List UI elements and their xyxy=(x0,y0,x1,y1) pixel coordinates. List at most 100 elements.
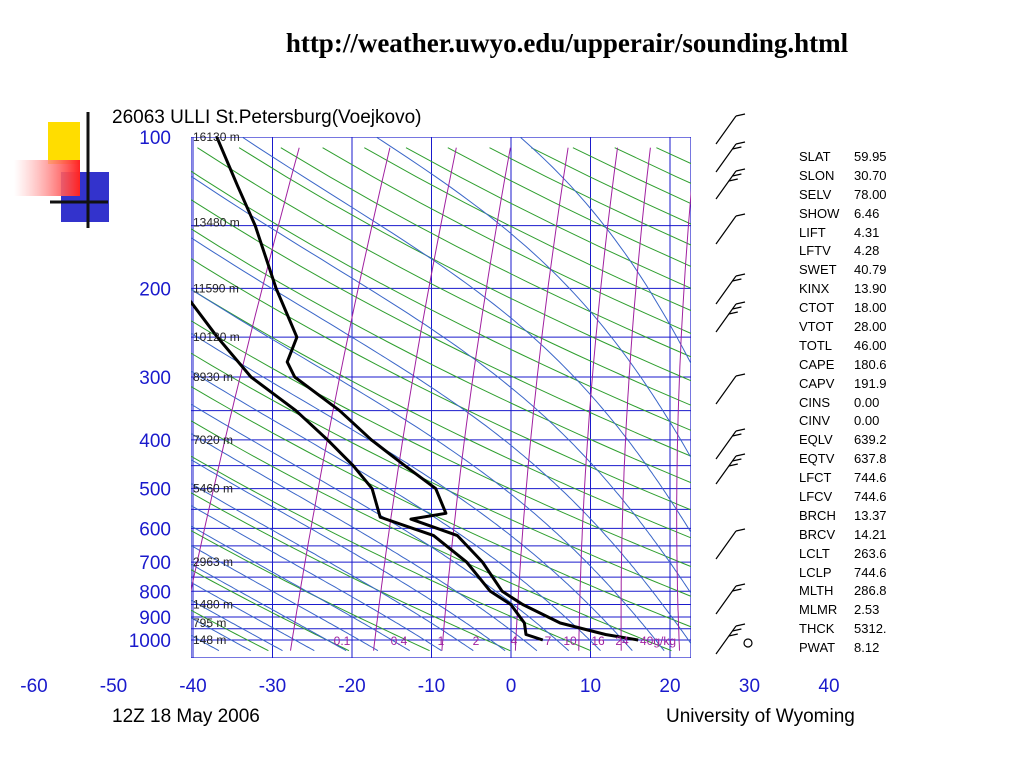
stat-row: BRCH 13.37 xyxy=(799,507,887,526)
stat-key: PWAT xyxy=(799,640,836,656)
stat-key: LFTV xyxy=(799,243,831,259)
stat-key: EQLV xyxy=(799,432,833,448)
stat-key: SHOW xyxy=(799,205,840,221)
moist-adiabat xyxy=(191,634,220,652)
deco-red-square xyxy=(14,160,80,196)
stat-key: MLMR xyxy=(799,602,838,618)
stat-key: CAPV xyxy=(799,375,835,391)
dry-adiabat xyxy=(191,609,269,652)
wind-barb xyxy=(715,168,746,200)
stat-value: 78.00 xyxy=(854,186,887,202)
stat-row: THCK 5312. xyxy=(799,620,887,639)
wind-barb xyxy=(715,428,746,460)
mixing-ratio-label: 10 xyxy=(563,634,577,648)
stat-value: 637.8 xyxy=(854,451,887,467)
mixing-ratio-line xyxy=(620,147,651,651)
wind-barb xyxy=(715,273,746,305)
height-label: 8930 m xyxy=(193,370,233,384)
dry-adiabat xyxy=(0,148,188,651)
stat-value: 13.90 xyxy=(854,281,887,297)
page-url-heading: http://weather.uwyo.edu/upperair/soundin… xyxy=(285,28,849,58)
stat-row: CTOT 18.00 xyxy=(799,299,887,318)
dry-adiabat xyxy=(0,148,107,651)
mixing-ratio-line xyxy=(724,148,735,651)
calm-wind-circle xyxy=(743,638,753,648)
pressure-label: 300 xyxy=(139,368,171,389)
moist-adiabat xyxy=(191,432,538,652)
wind-barb xyxy=(715,213,746,245)
height-label: 16130 m xyxy=(193,130,240,144)
dry-adiabat xyxy=(530,147,691,225)
stat-key: THCK xyxy=(799,621,835,637)
dry-adiabat xyxy=(191,288,691,539)
stat-key: LCLT xyxy=(799,545,830,561)
wind-barb xyxy=(715,623,746,655)
temperature-tick-label: -30 xyxy=(259,676,286,697)
mixing-ratio-label: 0.1 xyxy=(334,634,351,648)
stat-key: LCLP xyxy=(799,564,832,580)
wind-barb xyxy=(715,373,746,405)
stat-row: SLAT 59.95 xyxy=(799,148,887,167)
pressure-label: 100 xyxy=(139,128,171,149)
pressure-label: 900 xyxy=(139,608,171,629)
mixing-ratio-label: 16 xyxy=(591,634,605,648)
pressure-label: 600 xyxy=(139,519,171,540)
deco-yellow-square xyxy=(48,122,80,164)
stat-value: 8.12 xyxy=(854,640,880,656)
dewpoint-profile xyxy=(191,299,544,642)
dry-adiabat xyxy=(191,569,350,652)
dry-adiabat xyxy=(191,320,691,568)
moist-adiabat xyxy=(375,137,691,459)
height-label: 5460 m xyxy=(193,482,233,496)
dry-adiabat xyxy=(191,492,511,652)
temperature-profile xyxy=(215,137,639,642)
temperature-tick-label: 0 xyxy=(506,676,517,697)
temperature-tick-label: -20 xyxy=(338,676,365,697)
stat-key: TOTL xyxy=(799,337,832,353)
moist-adiabat xyxy=(191,563,347,652)
stat-value: 4.28 xyxy=(854,243,880,259)
stat-value: 2.53 xyxy=(854,602,880,618)
stat-key: LFCV xyxy=(799,489,833,505)
stat-value: 180.6 xyxy=(854,356,887,372)
pressure-label: 700 xyxy=(139,553,171,574)
mixing-ratio-label: 7 xyxy=(545,634,552,648)
stat-row: EQLV 639.2 xyxy=(799,431,887,450)
stat-key: SLAT xyxy=(799,149,831,164)
stat-key: LIFT xyxy=(799,224,826,240)
decorative-squares-logo xyxy=(14,112,109,228)
moist-adiabat xyxy=(191,370,601,652)
dry-adiabat xyxy=(191,352,691,597)
stat-value: 5312. xyxy=(854,621,887,637)
mixing-ratio-line xyxy=(578,147,618,651)
pressure-label: 400 xyxy=(139,431,171,452)
mixing-ratio-label: 1 xyxy=(438,634,445,648)
dry-adiabat xyxy=(322,147,691,334)
source-label: University of Wyoming xyxy=(666,706,855,727)
stat-value: 18.00 xyxy=(854,300,887,316)
stat-value: 744.6 xyxy=(854,470,887,486)
mixing-ratio-label: 2 xyxy=(473,634,480,648)
wind-barb xyxy=(715,583,746,615)
dry-adiabat xyxy=(191,199,691,457)
moist-adiabat xyxy=(191,332,633,652)
moist-adiabat xyxy=(191,175,691,595)
stat-key: SWET xyxy=(799,262,837,278)
stat-row: KINX 13.90 xyxy=(799,280,887,299)
mixing-ratio-label: 0.4 xyxy=(391,634,408,648)
stat-row: PWAT 8.12 xyxy=(799,639,887,658)
wind-barb xyxy=(715,141,746,173)
stat-value: 14.21 xyxy=(854,526,887,542)
stat-value: 191.9 xyxy=(854,375,887,391)
stat-value: 263.6 xyxy=(854,545,887,561)
temperature-tick-label: -60 xyxy=(20,676,47,697)
stat-row: LFCT 744.6 xyxy=(799,469,887,488)
wind-barb xyxy=(715,113,746,145)
stat-key: CTOT xyxy=(799,300,835,316)
moist-adiabat xyxy=(191,581,315,652)
stat-row: LFTV 4.28 xyxy=(799,242,887,261)
moist-adiabat xyxy=(519,137,691,365)
pressure-label: 500 xyxy=(139,480,171,501)
height-label: 795 m xyxy=(193,616,226,630)
